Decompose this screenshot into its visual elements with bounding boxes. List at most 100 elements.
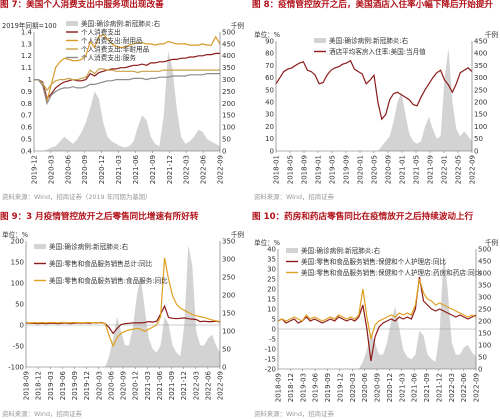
chart-title-8: 图 8：疫情管控放开之后，美国酒店入住率小幅下降后开始提升 xyxy=(252,0,494,10)
source-note-10: 资料来源：Wind，招商证券 xyxy=(254,410,334,418)
x-tick-label: 2022-06 xyxy=(204,370,212,400)
x-tick-label: 2020-06 xyxy=(64,154,72,184)
x-tick-label: 2022-09 xyxy=(469,155,477,184)
left-unit-label: 单位：% xyxy=(254,30,280,39)
x-tick-label: 2019-09 xyxy=(71,371,79,400)
x-tick-label: 2020-01 xyxy=(357,155,365,184)
x-tick-label: 2020-03 xyxy=(349,373,357,402)
legend-swatch-area xyxy=(34,244,46,249)
y-left-tick-label: 40 xyxy=(267,245,276,253)
x-tick-label: 2021-01 xyxy=(399,155,407,184)
x-tick-label: 2021-03 xyxy=(144,371,152,400)
x-tick-label: 2020-12 xyxy=(132,371,140,400)
y-right-tick-label: 100 xyxy=(222,327,235,335)
source-note-7: 资料来源：Wind，招商证券（2019 年同期为基期） xyxy=(2,193,152,201)
y-left-tick-label: 1.2 xyxy=(21,52,32,60)
x-tick-label: 2018-12 xyxy=(287,373,295,402)
legend-label: 美国:确诊病例:新冠肺炎:右 xyxy=(329,36,409,45)
x-tick-label: 2019-03 xyxy=(299,373,307,402)
chart-panel-9: 图 9：3 月疫情管控放开之后零售同比增速有所好转 -100 -50 0 50 100 1… xyxy=(0,212,246,419)
x-tick-label: 2018-09 xyxy=(301,155,309,184)
chart-panel-8: 图 8：疫情管控放开之后，美国酒店入住率小幅下降后开始提升 0 10 20 30 40 5… xyxy=(252,0,500,203)
chart-panel-10: 图 10：药房和药店零售同比在疫情放开之后持续波动上行 -20 -15 -10 -5 0… xyxy=(252,212,500,419)
y-left-tick-label: 0.8 xyxy=(21,100,32,108)
y-left-tick-label: 35 xyxy=(267,255,276,263)
y-right-tick-label: 100 xyxy=(474,123,487,131)
x-tick-label: 2019-12 xyxy=(336,373,344,402)
x-tick-label: 2020-12 xyxy=(98,155,106,184)
x-tick-label: 2020-09 xyxy=(385,155,393,184)
y-left-tick-label: 50 xyxy=(15,300,24,308)
x-tick-label: 2022-09 xyxy=(217,155,225,184)
left-unit-label: 2019年同期=100 xyxy=(2,21,57,30)
y-right-tick-label: 150 xyxy=(222,309,235,317)
x-tick-label: 2021-09 xyxy=(423,373,431,402)
y-left-tick-label: 50 xyxy=(265,86,274,94)
y-right-tick-label: 0 xyxy=(222,147,226,155)
y-left-tick-label: 30 xyxy=(267,265,276,273)
y-right-tick-label: 150 xyxy=(222,112,235,120)
x-tick-label: 2020-09 xyxy=(81,155,89,184)
y-right-tick-label: 500 xyxy=(222,28,235,36)
y-right-tick-label: 50 xyxy=(222,136,231,144)
x-tick-label: 2019-12 xyxy=(31,155,39,184)
x-tick-label: 2020-06 xyxy=(361,372,369,402)
series-line-2 xyxy=(34,33,221,104)
legend-swatch-area xyxy=(66,21,78,26)
series-line-1 xyxy=(277,276,477,362)
y-right-tick-label: 400 xyxy=(474,50,487,58)
x-tick-label: 2018-01 xyxy=(273,155,281,184)
y-left-tick-label: 20 xyxy=(265,123,274,131)
chart-panel-7: 图 7：美国个人消费支出中服务项出现改善 0.4 0.5 0.6 0.7 0.8 0.9 1… xyxy=(0,0,246,203)
x-tick-label: 2018-12 xyxy=(35,371,43,400)
y-left-tick-label: 30 xyxy=(265,111,274,119)
y-left-tick-label: 25 xyxy=(267,275,276,283)
legend-label: 个人消费支出:耐用品 xyxy=(81,36,143,45)
x-tick-label: 2020-03 xyxy=(95,371,103,400)
y-right-tick-label: 300 xyxy=(222,255,235,263)
legend-swatch-area xyxy=(286,248,298,253)
x-tick-label: 2022-05 xyxy=(455,155,463,184)
x-tick-label: 2019-03 xyxy=(47,371,55,400)
x-tick-label: 2020-09 xyxy=(374,373,382,402)
y-right-tick-label: 400 xyxy=(478,269,491,277)
y-left-tick-label: 0 xyxy=(270,147,274,155)
y-left-tick-label: 0.6 xyxy=(21,124,33,132)
y-right-tick-label: 400 xyxy=(222,52,235,60)
source-note-9: 资料来源：Wind，招商证券 xyxy=(2,410,82,418)
legend-label: 美国:零售和食品服务销售:保健和个人护理店:药房和药店:同比 xyxy=(301,268,482,277)
chart-title-7: 图 7：美国个人消费支出中服务项出现改善 xyxy=(0,0,164,10)
series-line-3 xyxy=(34,68,220,92)
y-left-tick-label: 0.4 xyxy=(21,147,33,155)
x-tick-label: 2021-03 xyxy=(115,155,123,184)
chart-7: 0.4 0.5 0.6 0.7 0.8 0.9 1 1.1 1.2 1.3 1.4 0 50 100 150… xyxy=(2,19,244,184)
x-tick-label: 2020-12 xyxy=(386,373,394,402)
legend-label: 个人消费支出:非耐用品 xyxy=(81,45,150,54)
y-right-tick-label: 200 xyxy=(478,317,491,325)
left-unit-label: 单位：% xyxy=(2,230,28,239)
x-tick-label: 2018-09 xyxy=(23,371,31,400)
x-tick-label: 2020-09 xyxy=(120,371,128,400)
right-unit-label: 千例 xyxy=(485,238,499,247)
y-left-tick-label: 20 xyxy=(267,285,276,293)
y-left-tick-label: 150 xyxy=(11,258,24,266)
y-right-tick-label: 250 xyxy=(222,88,235,96)
legend-label: 美国:零售和食品服务销售总计:同比 xyxy=(49,259,153,268)
series-line-1 xyxy=(34,52,220,100)
y-right-tick-label: 350 xyxy=(478,281,491,289)
x-tick-label: 2020-05 xyxy=(371,155,379,184)
y-right-tick-label: 500 xyxy=(478,245,491,253)
x-tick-label: 2020-03 xyxy=(47,155,55,184)
y-left-tick-label: 40 xyxy=(265,99,274,107)
x-tick-label: 2022-06 xyxy=(200,154,208,184)
legend-label: 美国:确诊病例:新冠肺炎:右 xyxy=(49,242,129,251)
y-right-tick-label: 50 xyxy=(478,353,487,361)
area-covid-cases xyxy=(278,253,476,369)
y-left-tick-label: 0 xyxy=(272,325,276,333)
right-unit-label: 千例 xyxy=(231,230,245,239)
y-right-tick-label: 450 xyxy=(222,40,235,48)
y-left-tick-label: -10 xyxy=(265,345,276,353)
right-unit-label: 千例 xyxy=(485,30,499,39)
y-right-tick-label: 150 xyxy=(474,111,487,119)
y-left-tick-label: 10 xyxy=(265,135,274,143)
